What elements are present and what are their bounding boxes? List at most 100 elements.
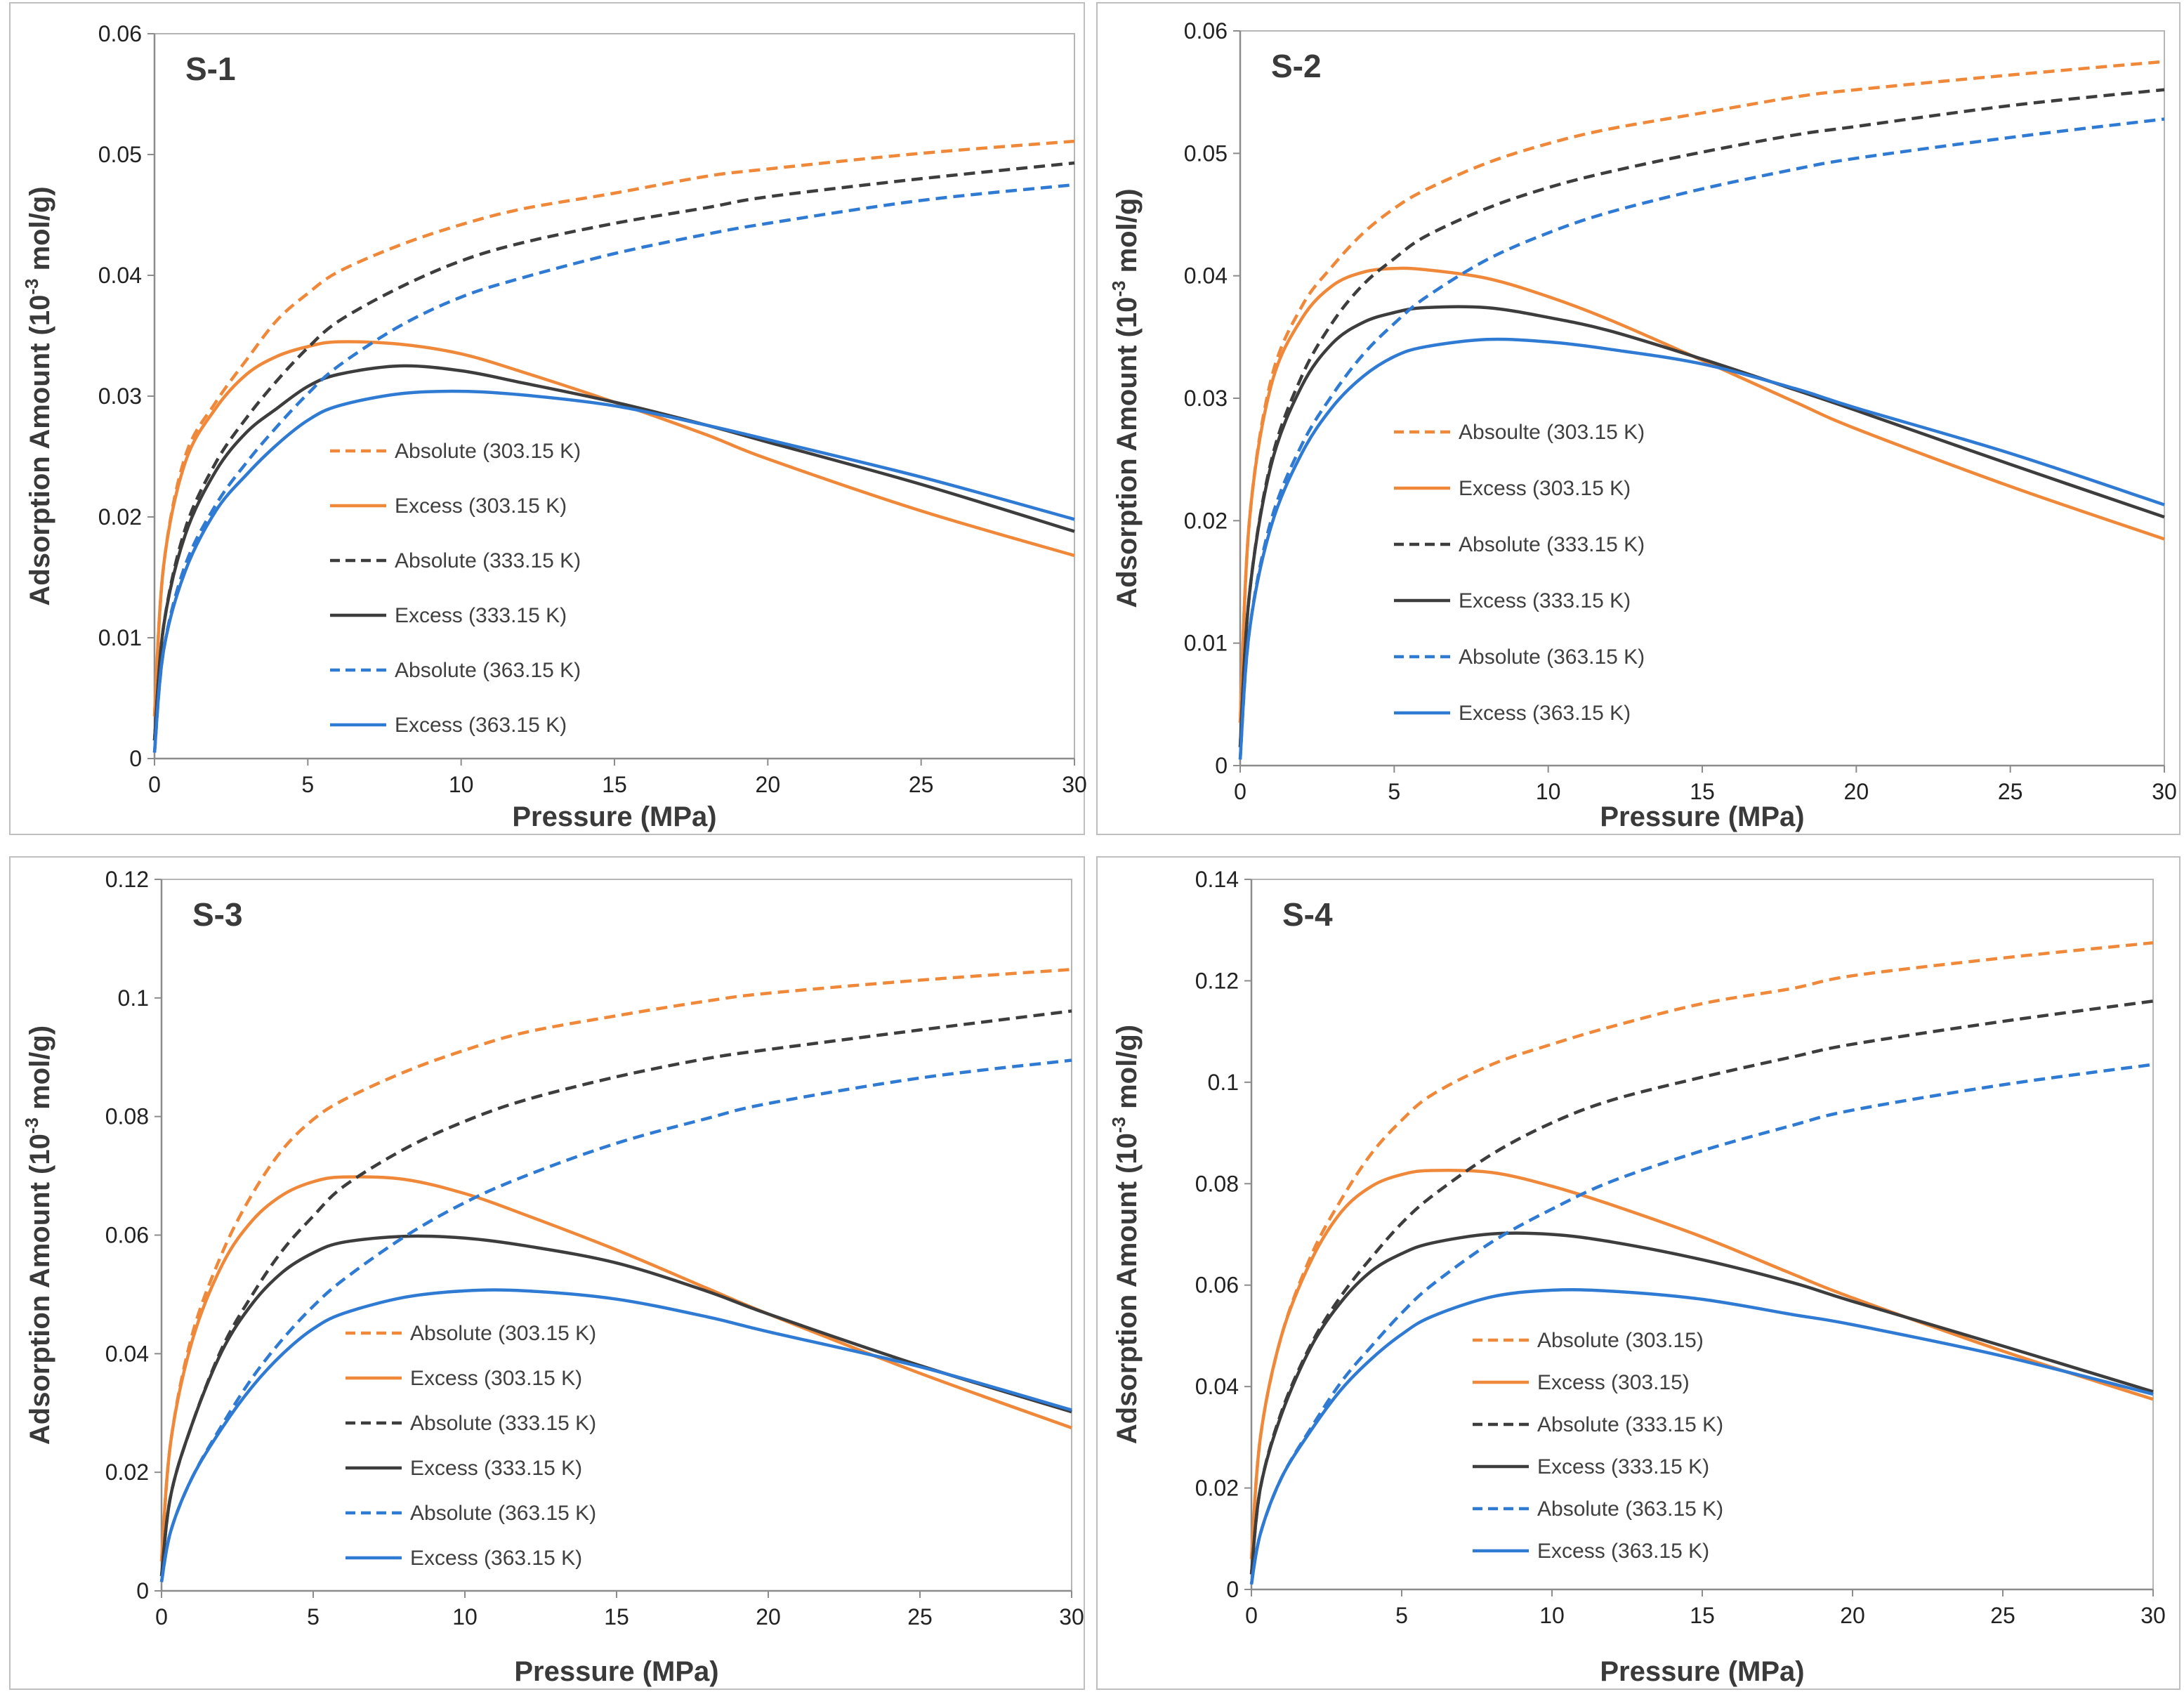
x-axis-title: Pressure (MPa) xyxy=(512,801,716,832)
legend-entry-label: Excess (303.15 K) xyxy=(395,494,567,518)
y-tick-label: 0.14 xyxy=(1195,867,1239,892)
x-tick-label: 15 xyxy=(1690,1603,1715,1628)
chart-panel-s4: 0 5 10 15 20 25 30 0 0.02 0.04 0.06 0.08 0.1 0.12 0.14… xyxy=(1096,856,2180,1690)
legend-entry-label: Excess (363.15 K) xyxy=(410,1547,582,1570)
x-tick-label: 0 xyxy=(148,772,161,797)
x-axis-title: Pressure (MPa) xyxy=(1600,801,1804,832)
y-tick-label: 0.08 xyxy=(1195,1171,1239,1196)
y-axis-title: Adsorption Amount (10-3 mol/g) xyxy=(1108,1025,1143,1444)
x-tick-label: 10 xyxy=(449,772,474,797)
legend-entry-label: Absolute (363.15 K) xyxy=(395,659,581,682)
series-line-orange-excess xyxy=(1238,266,2165,723)
series-line-gray-excess xyxy=(152,364,1075,741)
y-tick-label: 0 xyxy=(1215,753,1228,778)
series-line-gray-excess xyxy=(1249,1231,2154,1575)
y-axis-title-exponent: -3 xyxy=(21,1117,42,1134)
legend-entry-label: Excess (303.15 K) xyxy=(410,1367,582,1390)
y-axis-title-main: Adsorption Amount (10 xyxy=(25,1134,55,1445)
x-tick-label: 30 xyxy=(1059,1604,1084,1629)
y-tick-label: 0.03 xyxy=(98,383,142,409)
legend: Absolute (303.15 K) Excess (303.15 K) Abso… xyxy=(346,1322,596,1570)
y-tick-label: 0.04 xyxy=(1184,263,1228,289)
x-axis-title: Pressure (MPa) xyxy=(1600,1656,1804,1687)
x-tick-label: 0 xyxy=(1234,779,1246,804)
legend-entry-label: Absolute (303.15 K) xyxy=(410,1322,596,1345)
chart-frame xyxy=(1096,2,2180,835)
y-tick-label: 0 xyxy=(1226,1577,1239,1602)
y-tick-label: 0.06 xyxy=(105,1223,149,1248)
legend-entry-label: Absolute (303.15 K) xyxy=(395,440,581,463)
x-tick-label: 5 xyxy=(301,772,314,797)
series-line-orange-excess xyxy=(1249,1168,2154,1559)
x-tick-label: 25 xyxy=(909,772,934,797)
x-tick-label: 20 xyxy=(1844,779,1869,804)
y-axis-title-main: Adsorption Amount (10 xyxy=(1112,297,1143,608)
y-axis-title-unit: mol/g) xyxy=(1112,188,1143,280)
x-tick-label: 30 xyxy=(2140,1603,2166,1628)
y-tick-label: 0.08 xyxy=(105,1104,149,1129)
y-tick-label: 0 xyxy=(136,1578,149,1604)
panel-label: S-4 xyxy=(1282,896,1333,933)
legend-entry-label: Absolute (363.15 K) xyxy=(410,1502,596,1525)
x-tick-label: 10 xyxy=(1539,1603,1565,1628)
x-tick-label: 0 xyxy=(155,1604,168,1629)
y-tick-label: 0.12 xyxy=(1195,968,1239,993)
legend: Absoulte (303.15 K) Excess (303.15 K) Abso… xyxy=(1394,421,1645,725)
legend-entry-label: Absolute (333.15 K) xyxy=(1459,533,1645,556)
series-line-blue-excess xyxy=(159,1288,1072,1582)
y-axis-title: Adsorption Amount (10-3 mol/g) xyxy=(21,1025,55,1445)
y-tick-label: 0.04 xyxy=(105,1341,149,1366)
x-tick-label: 10 xyxy=(1536,779,1561,804)
y-tick-label: 0.02 xyxy=(98,504,142,530)
panel-label: S-3 xyxy=(192,896,243,933)
x-tick-label: 15 xyxy=(1690,779,1715,804)
y-tick-label: 0.06 xyxy=(98,21,142,46)
x-tick-label: 25 xyxy=(1990,1603,2015,1628)
y-tick-label: 0.1 xyxy=(1208,1070,1239,1095)
x-tick-label: 5 xyxy=(307,1604,320,1629)
legend-entry-label: Excess (333.15 K) xyxy=(1459,589,1631,612)
y-axis-title-exponent: -3 xyxy=(21,279,42,295)
series-line-gray-absolute xyxy=(152,161,1075,741)
x-tick-label: 20 xyxy=(756,772,781,797)
legend-entry-label: Excess (303.15 K) xyxy=(1459,477,1631,500)
y-tick-label: 0.02 xyxy=(1195,1476,1239,1501)
y-tick-label: 0.06 xyxy=(1184,18,1228,44)
series-line-orange-excess xyxy=(152,340,1075,716)
chart-frame xyxy=(1096,856,2180,1690)
legend-entry-label: Absolute (363.15 K) xyxy=(1537,1497,1723,1521)
y-tick-label: 0.01 xyxy=(1184,631,1228,656)
x-axis-title: Pressure (MPa) xyxy=(514,1656,718,1687)
x-tick-label: 20 xyxy=(756,1604,781,1629)
x-tick-label: 10 xyxy=(452,1604,478,1629)
y-tick-label: 0.02 xyxy=(1184,508,1228,533)
y-tick-label: 0 xyxy=(129,746,142,771)
y-axis-title: Adsorption Amount (10-3 mol/g) xyxy=(1108,188,1143,608)
y-tick-label: 0.12 xyxy=(105,867,149,892)
legend-entry-label: Absolute (333.15 K) xyxy=(410,1412,596,1435)
y-axis-title-unit: mol/g) xyxy=(1112,1025,1143,1117)
series-line-blue-excess xyxy=(1249,1287,2154,1585)
x-tick-label: 15 xyxy=(602,772,627,797)
chart-frame xyxy=(9,2,1085,835)
series-line-orange-absolute xyxy=(159,968,1072,1561)
legend-entry-label: Absolute (333.15 K) xyxy=(1537,1413,1723,1436)
y-tick-label: 0.02 xyxy=(105,1460,149,1485)
y-tick-label: 0.06 xyxy=(1195,1273,1239,1298)
legend-entry-label: Excess (333.15 K) xyxy=(1537,1455,1709,1478)
x-tick-label: 5 xyxy=(1388,779,1400,804)
legend-entry-label: Excess (303.15) xyxy=(1537,1371,1690,1394)
chart-panel-s1: 0 5 10 15 20 25 30 0 0.01 0.02 0.03 0.04 0.05 0.06 Pre… xyxy=(9,2,1087,835)
legend-entry-label: Excess (333.15 K) xyxy=(410,1457,582,1480)
series-line-blue-absolute xyxy=(1238,117,2165,760)
legend-entry-label: Absolute (333.15 K) xyxy=(395,549,581,572)
legend-entry-label: Absolute (303.15) xyxy=(1537,1329,1704,1352)
y-axis-title-unit: mol/g) xyxy=(25,1025,55,1117)
x-tick-label: 25 xyxy=(907,1604,933,1629)
y-axis-title-main: Adsorption Amount (10 xyxy=(1112,1133,1143,1444)
y-tick-label: 0.03 xyxy=(1184,386,1228,411)
y-tick-label: 0.05 xyxy=(98,142,142,167)
legend-entry-label: Excess (333.15 K) xyxy=(395,604,567,627)
series-line-blue-absolute xyxy=(1249,1063,2154,1585)
y-tick-label: 0.04 xyxy=(1195,1374,1239,1399)
